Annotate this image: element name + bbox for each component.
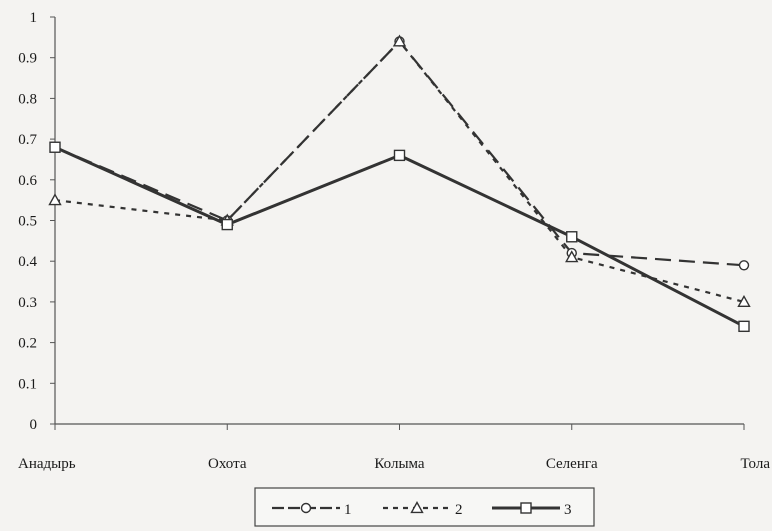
- x-category-label: Колыма: [374, 456, 425, 472]
- legend-label-2: 2: [455, 502, 463, 518]
- y-tick-label: 0.4: [18, 254, 37, 270]
- legend-marker-2: [410, 501, 424, 514]
- series-2-point: [737, 294, 751, 307]
- x-category-label: Анадырь: [18, 456, 76, 472]
- series-2-point: [48, 193, 62, 206]
- x-category-label: Селенга: [546, 456, 598, 472]
- legend: 1 2 3: [254, 487, 595, 527]
- series-2-point: [392, 34, 407, 47]
- y-tick-label: 0.6: [18, 173, 37, 189]
- series-3-point: [49, 141, 61, 153]
- y-tick-label: 0: [30, 417, 38, 433]
- series-markers: [48, 34, 751, 333]
- y-ticks: 0 0.1 0.2 0.3 0.4 0.5 0.6 0.7 0.8 0.9 1: [18, 10, 55, 433]
- y-tick-label: 0.1: [18, 376, 37, 392]
- series-3-point: [221, 218, 233, 231]
- series-2-point: [565, 250, 579, 263]
- legend-marker-3: [520, 502, 532, 514]
- y-tick-label: 1: [30, 10, 38, 26]
- series-1-point: [738, 260, 750, 271]
- x-category-label: Охота: [208, 456, 247, 472]
- y-tick-label: 0.7: [18, 132, 37, 148]
- series-lines: [54, 40, 745, 328]
- y-tick-label: 0.2: [18, 336, 37, 352]
- legend-label-3: 3: [564, 502, 572, 518]
- axes: [54, 17, 744, 425]
- y-tick-label: 0.5: [18, 214, 37, 230]
- y-tick-label: 0.3: [18, 295, 37, 311]
- legend-label-1: 1: [344, 502, 352, 518]
- series-3-point: [738, 320, 750, 333]
- series-3-point: [566, 231, 578, 243]
- y-tick-label: 0.9: [18, 51, 37, 67]
- x-category-labels: Анадырь Охота Колыма Селенга Тола: [18, 424, 770, 472]
- series-3-point: [393, 149, 406, 162]
- series-2-line: [54, 40, 745, 303]
- y-tick-label: 0.8: [18, 91, 37, 107]
- legend-marker-1: [300, 502, 312, 514]
- x-category-label: Тола: [741, 456, 771, 472]
- series-3-line: [54, 145, 745, 328]
